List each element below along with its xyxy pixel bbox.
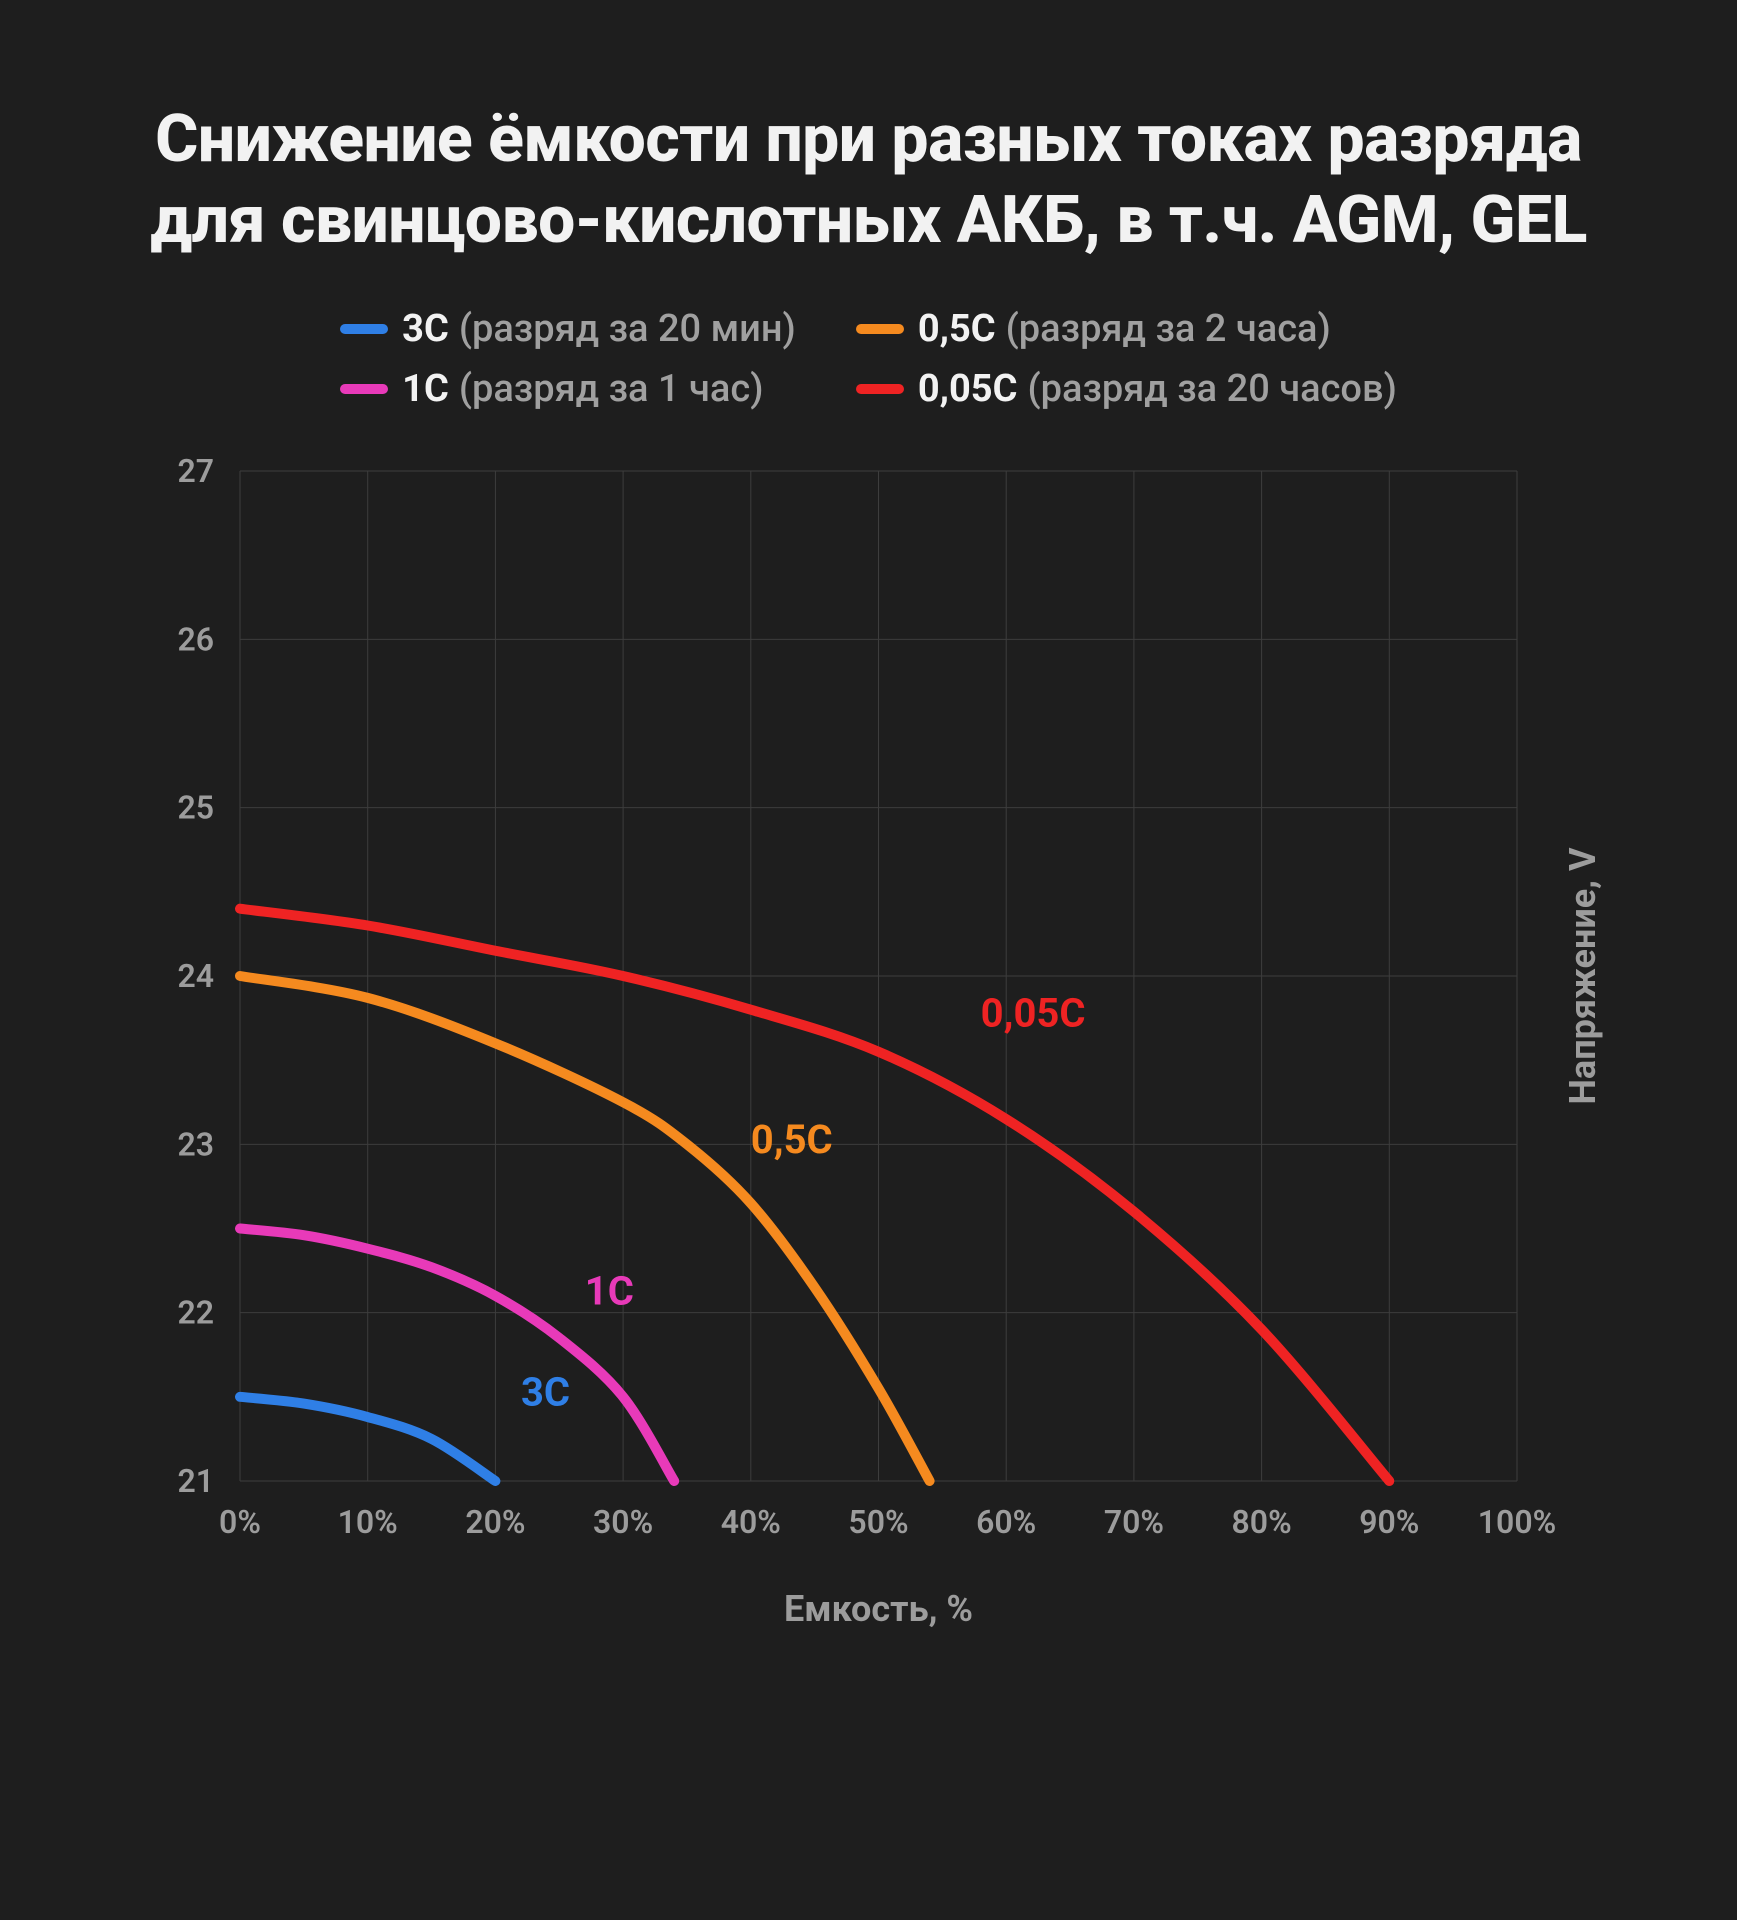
legend-item-3c: 3C(разряд за 20 мин) bbox=[340, 307, 796, 351]
y-tick-label: 22 bbox=[177, 1294, 214, 1332]
y-tick-label: 25 bbox=[177, 789, 214, 827]
legend-name: 0,5C bbox=[918, 307, 996, 351]
legend-name: 0,05C bbox=[918, 367, 1018, 411]
legend-desc: (разряд за 20 часов) bbox=[1027, 367, 1396, 411]
series-label-s1c: 1C bbox=[585, 1267, 634, 1314]
y-tick-label: 27 bbox=[177, 452, 214, 490]
x-tick-label: 40% bbox=[721, 1503, 781, 1541]
legend-swatch bbox=[856, 384, 904, 394]
legend-name: 1C bbox=[402, 367, 449, 411]
y-axis-label: Напряжение, V bbox=[1562, 847, 1604, 1104]
legend: 3C(разряд за 20 мин) 0,5C(разряд за 2 ча… bbox=[340, 307, 1397, 411]
legend-item-05c: 0,5C(разряд за 2 часа) bbox=[856, 307, 1397, 351]
x-tick-label: 80% bbox=[1232, 1503, 1292, 1541]
legend-desc: (разряд за 20 мин) bbox=[459, 307, 796, 351]
x-tick-label: 30% bbox=[593, 1503, 653, 1541]
legend-swatch bbox=[856, 324, 904, 334]
chart-page: Снижение ёмкости при разных токах разряд… bbox=[0, 0, 1737, 1920]
x-axis-label: Емкость, % bbox=[784, 1588, 973, 1630]
chart-container: 21 22 23 24 25 26 27 0% 10% 20% 30% 40% 50% 60% 70% 80%… bbox=[110, 451, 1627, 1840]
x-tick-label: 90% bbox=[1359, 1503, 1419, 1541]
legend-swatch bbox=[340, 384, 388, 394]
y-tick-label: 21 bbox=[177, 1462, 214, 1500]
x-tick-label: 70% bbox=[1104, 1503, 1164, 1541]
y-tick-label: 24 bbox=[177, 957, 214, 995]
grid bbox=[240, 471, 1517, 1481]
legend-swatch bbox=[340, 324, 388, 334]
legend-desc: (разряд за 1 час) bbox=[459, 367, 764, 411]
series-label-s05c: 0,5C bbox=[751, 1116, 833, 1163]
discharge-chart: 21 22 23 24 25 26 27 0% 10% 20% 30% 40% 50% 60% 70% 80%… bbox=[110, 451, 1627, 1681]
x-tick-label: 50% bbox=[848, 1503, 908, 1541]
x-tick-label: 0% bbox=[219, 1503, 261, 1541]
y-tick-label: 26 bbox=[177, 620, 214, 658]
x-tick-label: 100% bbox=[1478, 1503, 1556, 1541]
x-tick-label: 10% bbox=[338, 1503, 398, 1541]
series-label-s3c: 3C bbox=[521, 1368, 570, 1415]
series-line-s005c bbox=[240, 909, 1389, 1481]
legend-name: 3C bbox=[402, 307, 449, 351]
legend-desc: (разряд за 2 часа) bbox=[1006, 307, 1331, 351]
x-tick-label: 60% bbox=[976, 1503, 1036, 1541]
series-label-s005c: 0,05C bbox=[981, 990, 1086, 1037]
legend-item-1c: 1C(разряд за 1 час) bbox=[340, 367, 796, 411]
legend-item-005c: 0,05C(разряд за 20 часов) bbox=[856, 367, 1397, 411]
y-tick-label: 23 bbox=[177, 1125, 214, 1163]
x-tick-label: 20% bbox=[465, 1503, 525, 1541]
series-line-s05c bbox=[240, 976, 930, 1481]
page-title: Снижение ёмкости при разных токах разряд… bbox=[110, 100, 1627, 261]
